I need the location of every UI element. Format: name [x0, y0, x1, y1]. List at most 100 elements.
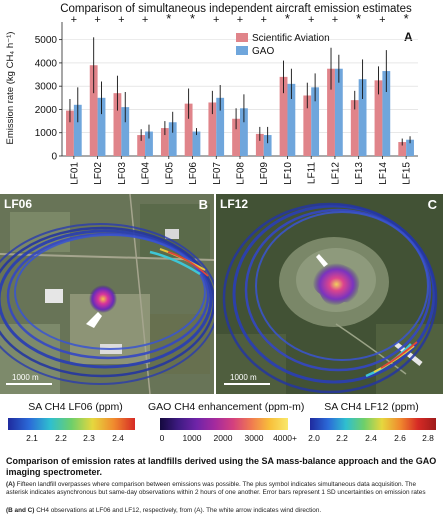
x-tick-label: LF04	[141, 162, 152, 185]
bar-gao	[192, 131, 201, 156]
x-tick-label: LF14	[378, 162, 389, 185]
significance-marker: +	[379, 14, 385, 26]
panel-c-letter: C	[427, 197, 437, 212]
caption-bc-text: CH4 observations at LF06 and LF12, respe…	[36, 507, 322, 514]
bar-scientific-aviation	[66, 110, 74, 156]
colorbar-gao-tick: 3000	[244, 433, 264, 443]
bar-scientific-aviation	[374, 80, 383, 156]
significance-marker: *	[285, 11, 290, 26]
caption-panel-bc: (B and C) CH4 observations at LF06 and L…	[6, 507, 438, 515]
colorbar-gao-tick: 4000+	[273, 433, 297, 443]
bar-gao	[287, 83, 296, 156]
wind-direction-arrow-icon	[316, 254, 328, 267]
panel-b-site-label: LF06	[4, 197, 33, 211]
colorbar-sa-lf06-tick: 2.2	[55, 433, 67, 443]
bar-scientific-aviation	[398, 142, 407, 156]
significance-marker: +	[308, 14, 314, 26]
lf12-satellite-image	[216, 194, 443, 394]
bar-gao	[240, 108, 248, 156]
significance-marker: +	[142, 14, 148, 26]
bar-scientific-aviation	[255, 133, 264, 156]
panel-b-map: LF06 B 1000 m	[0, 194, 214, 394]
bar-scientific-aviation	[350, 100, 359, 156]
panel-b-scalebar	[6, 383, 52, 385]
x-tick-label: LF05	[164, 162, 175, 185]
bar-scientific-aviation	[184, 103, 193, 156]
bar-scientific-aviation	[303, 95, 312, 156]
caption-a-label: (A)	[6, 481, 15, 488]
panel-c-map: LF12 C 1000 m	[216, 194, 443, 394]
bar-gao	[311, 87, 320, 156]
colorbar-sa-lf06-tick: 2.4	[112, 433, 124, 443]
lf12-plume	[312, 263, 361, 306]
emission-bar-chart: Comparison of simultaneous independent a…	[5, 3, 418, 185]
x-tick-label: LF12	[330, 162, 341, 185]
colorbar-sa-lf12-tick: 2.8	[422, 433, 434, 443]
lf06-satellite-image	[0, 194, 214, 394]
colorbar-sa-lf12-tick: 2.2	[336, 433, 348, 443]
significance-marker: +	[94, 14, 100, 26]
x-tick-label: LF13	[354, 162, 365, 185]
chart-marks: + + + + * * + + + * + + * + *	[66, 11, 414, 156]
lf06-plume	[89, 285, 117, 313]
y-tick-label: 3000	[35, 82, 58, 93]
bar-gao	[168, 122, 177, 156]
colorbar-sa-lf06-title: SA CH4 LF06 (ppm)	[28, 401, 123, 413]
bar-gao	[406, 139, 414, 156]
bar-scientific-aviation	[113, 93, 122, 156]
legend-swatch	[236, 46, 248, 55]
bar-gao	[334, 68, 343, 156]
bar-gao	[358, 79, 367, 156]
colorbar-gao-gradient	[160, 418, 288, 430]
caption-bc-label: (B and C)	[6, 507, 35, 514]
legend-swatch	[236, 33, 248, 42]
significance-marker: +	[261, 14, 267, 26]
bar-gao	[97, 97, 106, 156]
colorbar-sa-lf06-tick: 2.1	[26, 433, 38, 443]
caption-panel-a: (A) Fifteen landfill overpasses where co…	[6, 481, 438, 497]
x-tick-label: LF15	[402, 162, 413, 185]
colorbar-sa-lf12-tick: 2.4	[365, 433, 377, 443]
x-tick-label: LF06	[188, 162, 199, 185]
y-tick-label: 4000	[35, 58, 58, 69]
bar-scientific-aviation	[89, 65, 98, 156]
colorbar-gao-tick: 0	[159, 433, 165, 443]
wind-direction-arrow-icon	[86, 312, 102, 328]
panel-c-scale-label: 1000 m	[230, 373, 257, 382]
bar-scientific-aviation	[208, 102, 217, 156]
legend-label: Scientific Aviation	[252, 33, 330, 44]
colorbar-sa-lf12-title: SA CH4 LF12 (ppm)	[324, 401, 419, 413]
bar-scientific-aviation	[279, 76, 288, 156]
colorbar-sa-lf12-tick: 2.0	[308, 433, 320, 443]
x-tick-label: LF08	[236, 162, 247, 185]
colorbar-sa-lf12-gradient	[310, 418, 436, 430]
colorbar-gao-tick: 1000	[182, 433, 202, 443]
colorbar-gao-tick: 2000	[213, 433, 233, 443]
bar-gao	[73, 104, 82, 156]
significance-marker: +	[71, 14, 77, 26]
significance-marker: +	[237, 14, 243, 26]
colorbar-sa-lf06: SA CH4 LF06 (ppm) 2.1 2.2 2.3 2.4	[0, 398, 148, 448]
colorbar-sa-lf12-tick: 2.6	[394, 433, 406, 443]
x-tick-label: LF09	[259, 162, 270, 185]
x-tick-label: LF02	[93, 162, 104, 185]
y-tick-label: 0	[51, 152, 57, 163]
caption-a-text: Fifteen landfill overpasses where compar…	[6, 481, 426, 497]
panel-b-letter: B	[198, 197, 208, 212]
bar-scientific-aviation	[232, 118, 240, 156]
legend-label: GAO	[252, 46, 274, 57]
bar-gao	[382, 71, 391, 156]
y-tick-label: 5000	[35, 35, 58, 46]
significance-marker: *	[190, 11, 195, 26]
bar-scientific-aviation	[327, 68, 335, 156]
panel-c-scalebar	[224, 383, 270, 385]
x-tick-label: LF10	[283, 162, 294, 185]
colorbar-gao-title: GAO CH4 enhancement (ppm-m)	[148, 401, 305, 413]
panel-c-site-label: LF12	[220, 197, 249, 211]
x-tick-label: LF07	[212, 162, 223, 185]
colorbar-sa-lf12: SA CH4 LF12 (ppm) 2.0 2.2 2.4 2.6 2.8	[300, 398, 443, 448]
chart-title: Comparison of simultaneous independent a…	[60, 3, 412, 15]
y-tick-label: 2000	[35, 105, 58, 116]
x-tick-label: LF11	[307, 162, 318, 184]
significance-marker: +	[213, 14, 219, 26]
